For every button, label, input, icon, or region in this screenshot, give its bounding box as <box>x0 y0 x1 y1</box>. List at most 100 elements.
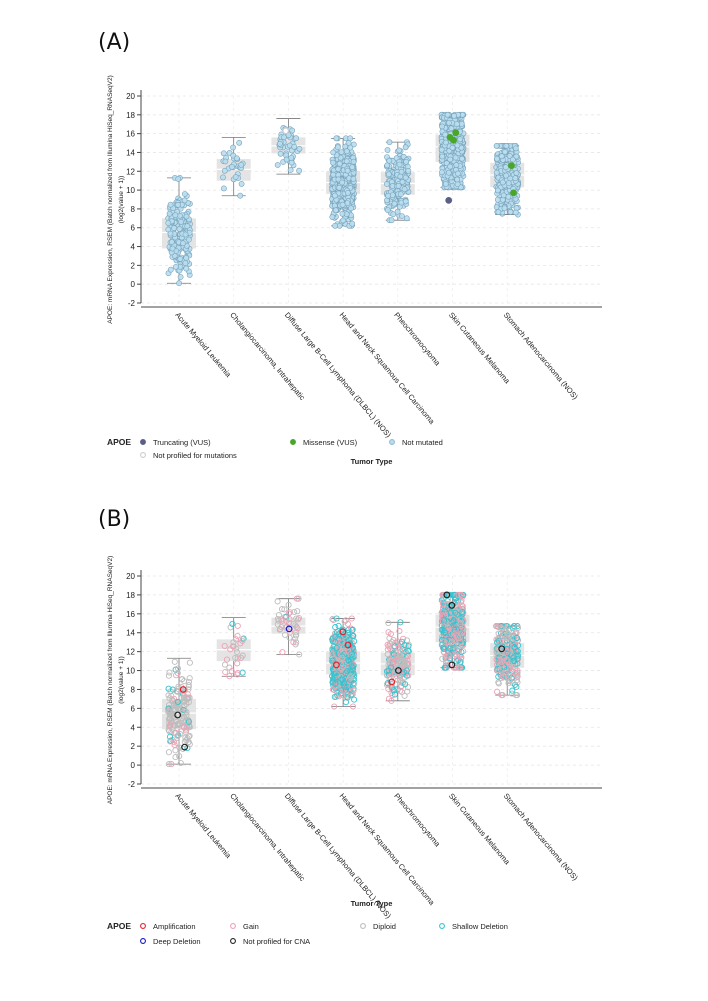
data-point <box>445 120 452 126</box>
data-point <box>343 158 350 165</box>
data-point <box>296 651 303 658</box>
legend-marker <box>290 439 296 445</box>
data-point <box>442 131 449 138</box>
data-point <box>283 617 290 625</box>
data-point <box>165 672 172 679</box>
category-label: Stomach Adenocarcinoma (NOS) <box>502 792 580 883</box>
data-point <box>185 236 192 243</box>
data-point <box>184 223 191 230</box>
data-point <box>174 698 181 705</box>
data-point <box>350 158 357 165</box>
panel-label-b: (B) <box>98 507 131 532</box>
data-point <box>287 167 294 173</box>
data-point <box>403 215 410 222</box>
data-point <box>331 703 338 710</box>
legend-marker <box>140 938 146 944</box>
data-point <box>176 753 183 760</box>
legend-title: APOE <box>107 437 131 447</box>
y-tick-label: 20 <box>126 572 135 581</box>
data-point <box>494 187 501 194</box>
data-point <box>167 737 174 744</box>
data-point <box>442 181 449 187</box>
category-label: Diffuse Large B-Cell Lymphoma (DLBCL) (N… <box>283 311 393 440</box>
data-point <box>397 191 404 198</box>
legend-label: Shallow Deletion <box>452 922 508 931</box>
data-point <box>349 703 357 710</box>
data-point <box>238 180 245 187</box>
data-point <box>175 722 182 729</box>
data-point <box>170 710 177 717</box>
data-point <box>240 635 247 642</box>
data-point <box>329 214 336 220</box>
data-point <box>454 176 461 183</box>
data-point <box>221 642 228 650</box>
data-point <box>344 189 351 196</box>
data-point <box>167 721 174 728</box>
data-point <box>438 146 445 153</box>
data-point <box>349 164 356 170</box>
points-group <box>165 174 193 287</box>
data-point <box>233 645 240 652</box>
data-point <box>294 625 301 632</box>
data-point <box>185 678 192 685</box>
data-point <box>174 732 181 739</box>
data-point <box>506 152 513 159</box>
data-point <box>165 726 172 734</box>
data-point <box>333 135 340 142</box>
data-point <box>183 709 190 716</box>
data-point <box>403 158 409 165</box>
highlight-point <box>445 196 453 204</box>
data-point <box>385 171 392 178</box>
data-point <box>229 620 236 627</box>
data-point <box>176 226 183 232</box>
data-point <box>439 153 446 160</box>
data-point <box>339 179 345 186</box>
data-point <box>221 167 228 174</box>
legend-marker <box>140 923 146 929</box>
data-point <box>292 635 299 642</box>
points-group <box>274 595 303 658</box>
data-point <box>237 654 245 661</box>
data-point <box>459 155 465 162</box>
legend-label: Amplification <box>153 922 196 931</box>
y-tick-label: 14 <box>126 148 135 157</box>
y-tick-label: 2 <box>131 742 136 751</box>
data-point <box>171 225 177 231</box>
data-point <box>234 622 241 629</box>
data-point <box>174 670 181 677</box>
data-point <box>168 761 175 768</box>
data-point <box>494 196 501 203</box>
data-point <box>495 209 502 215</box>
data-point <box>501 205 508 212</box>
data-point <box>222 158 229 165</box>
data-point <box>445 169 452 176</box>
data-point <box>185 718 192 725</box>
category-label: Acute Myeloid Leukemia <box>173 792 233 861</box>
data-point <box>493 169 500 176</box>
data-point <box>405 167 412 174</box>
data-point <box>177 274 184 280</box>
data-point <box>401 186 408 193</box>
highlight-point <box>452 129 460 137</box>
legend-label: Gain <box>243 922 259 931</box>
data-point <box>331 202 338 209</box>
data-point <box>340 217 347 224</box>
data-point <box>399 178 406 185</box>
data-point <box>228 668 235 675</box>
gridlines <box>141 575 602 785</box>
chart-panel-a: -2 0 2 4 6 8 10 12 14 16 18 20 APOE: mRNA Expression… <box>107 75 602 466</box>
gridlines <box>141 95 602 304</box>
y-tick-label: 8 <box>131 685 136 694</box>
legend: APOE Amplification Gain Diploid Shallow Dele… <box>107 921 508 946</box>
data-point <box>332 222 338 229</box>
data-point <box>179 675 186 683</box>
data-point <box>513 170 520 176</box>
legend-label: Diploid <box>373 922 396 931</box>
data-point <box>293 135 299 142</box>
data-point <box>288 159 295 166</box>
data-point <box>222 668 229 676</box>
legend-label: Truncating (VUS) <box>153 438 211 447</box>
data-point <box>335 166 342 172</box>
data-point <box>335 176 342 183</box>
data-point <box>223 656 231 663</box>
